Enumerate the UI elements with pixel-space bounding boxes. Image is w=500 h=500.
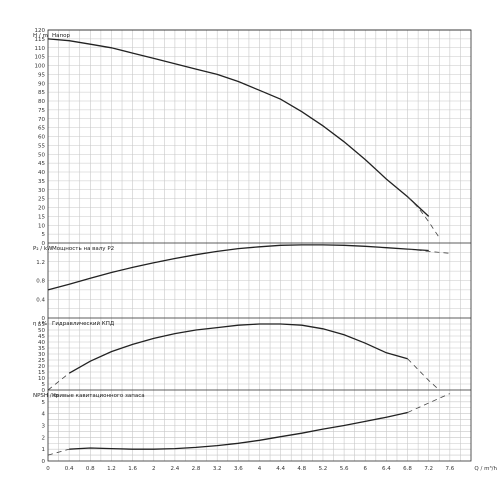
- y-tick-label: 5: [42, 400, 46, 406]
- series-line-efficiency-solid-1: [68, 323, 408, 374]
- x-tick-label: 4.4: [276, 466, 285, 472]
- y-tick-label: 5: [42, 232, 46, 238]
- y-tick-label: 2: [42, 435, 46, 441]
- panel-title: Кривые кавитационного запаса: [52, 393, 145, 399]
- y-tick-label: 55: [38, 143, 45, 149]
- y-tick-label: 100: [35, 64, 46, 70]
- series-line-npsh-dashed-0: [47, 448, 70, 456]
- y-tick-label: 0: [42, 316, 46, 322]
- y-axis-label: NPSH / m: [33, 393, 59, 399]
- series-line-power-dashed-1: [407, 248, 450, 254]
- y-tick-label: 25: [38, 197, 45, 203]
- series-line-efficiency-dashed-2: [407, 358, 440, 391]
- series-line-npsh-solid-1: [69, 411, 408, 450]
- y-tick-label: 30: [38, 188, 45, 194]
- y-tick-label: 0.8: [36, 279, 45, 285]
- y-tick-label: 70: [38, 117, 45, 123]
- x-tick-label: 7.2: [424, 466, 433, 472]
- y-tick-label: 50: [38, 328, 45, 334]
- series-line-power-solid-0: [47, 244, 429, 291]
- x-tick-label: 4.8: [297, 466, 306, 472]
- y-tick-label: 30: [38, 352, 45, 358]
- x-tick-label: 2: [152, 466, 156, 472]
- y-tick-label: 0: [42, 459, 46, 465]
- y-tick-label: 110: [35, 46, 46, 52]
- y-tick-label: 5: [42, 382, 46, 388]
- panel-title: Гидравлический КПД: [52, 320, 115, 327]
- y-tick-label: 10: [38, 223, 45, 229]
- y-tick-label: 4: [42, 412, 46, 418]
- y-tick-label: 15: [38, 370, 45, 376]
- y-tick-label: 60: [38, 135, 45, 141]
- y-tick-label: 0.4: [36, 297, 45, 303]
- x-tick-label: 1.2: [107, 466, 116, 472]
- x-tick-label: 0: [46, 466, 50, 472]
- x-axis-ticks: 0 0.4 0.8 1.2 1.6 2 2.4 2.8 3.2 3.6 4 4.4 4.8 5.2 5.6 6…: [46, 466, 454, 472]
- y-tick-label: 20: [38, 364, 45, 370]
- x-tick-label: 6: [364, 466, 368, 472]
- x-tick-label: 0.8: [86, 466, 95, 472]
- y-tick-label: 0: [42, 388, 46, 394]
- y-tick-label: 50: [38, 152, 45, 158]
- y-tick-label: 105: [35, 55, 46, 61]
- y-tick-label: 0: [42, 241, 46, 247]
- y-tick-label: 15: [38, 214, 45, 220]
- x-tick-label: 3.2: [213, 466, 222, 472]
- x-tick-label: 4: [258, 466, 262, 472]
- y-tick-label: 55: [38, 322, 45, 328]
- y-tick-label: 35: [38, 346, 45, 352]
- x-axis-label: Q / m³/h: [474, 465, 497, 472]
- y-axis-label: P₂ / kW: [33, 246, 53, 252]
- x-tick-label: 2.8: [192, 466, 201, 472]
- y-axis-label: H / m: [33, 33, 48, 39]
- x-tick-label: 0.4: [65, 466, 74, 472]
- y-tick-label: 40: [38, 340, 45, 346]
- panel-head: 0 5 10 15 20 25 30 35 40 45 50 55 60 65 70 75 80 85 90 95 10…: [33, 28, 471, 247]
- y-tick-label: 75: [38, 108, 45, 114]
- y-tick-label: 80: [38, 99, 45, 105]
- series-line-efficiency-dashed-0: [47, 372, 70, 391]
- y-tick-label: 120: [35, 28, 46, 34]
- x-tick-label: 5.2: [319, 466, 328, 472]
- y-tick-label: 35: [38, 179, 45, 185]
- y-tick-label: 90: [38, 81, 45, 87]
- plot-frame: [47, 29, 472, 462]
- y-axis-label: η / %: [33, 321, 47, 327]
- y-tick-label: 45: [38, 334, 45, 340]
- x-tick-label: 1.6: [128, 466, 137, 472]
- y-tick-label: 1.2: [36, 260, 45, 266]
- panel-title: Напор: [52, 33, 70, 39]
- panel-power: 0 0.4 0.8 1.2 P₂ / kW Мощность на валу P2: [33, 242, 471, 322]
- y-tick-label: 45: [38, 161, 45, 167]
- x-tick-label: 6.8: [403, 466, 412, 472]
- series-line-head-dashed-1: [407, 196, 440, 238]
- y-tick-label: 25: [38, 358, 45, 364]
- y-tick-label: 115: [35, 37, 46, 43]
- x-tick-label: 2.4: [171, 466, 180, 472]
- y-tick-label: 3: [42, 424, 46, 430]
- series-line-head-solid-0: [47, 38, 430, 217]
- y-tick-label: 65: [38, 126, 45, 132]
- y-tick-label: 1: [42, 447, 46, 453]
- panel-title: Мощность на валу P2: [52, 246, 114, 252]
- x-tick-label: 3.6: [234, 466, 243, 472]
- x-tick-label: 5.6: [340, 466, 349, 472]
- x-tick-label: 6.4: [382, 466, 391, 472]
- y-tick-label: 85: [38, 90, 45, 96]
- x-tick-label: 7.6: [445, 466, 454, 472]
- y-tick-label: 40: [38, 170, 45, 176]
- y-tick-label: 10: [38, 376, 45, 382]
- series-line-npsh-dashed-2: [407, 393, 450, 413]
- y-tick-label: 20: [38, 206, 45, 212]
- y-tick-label: 95: [38, 72, 45, 78]
